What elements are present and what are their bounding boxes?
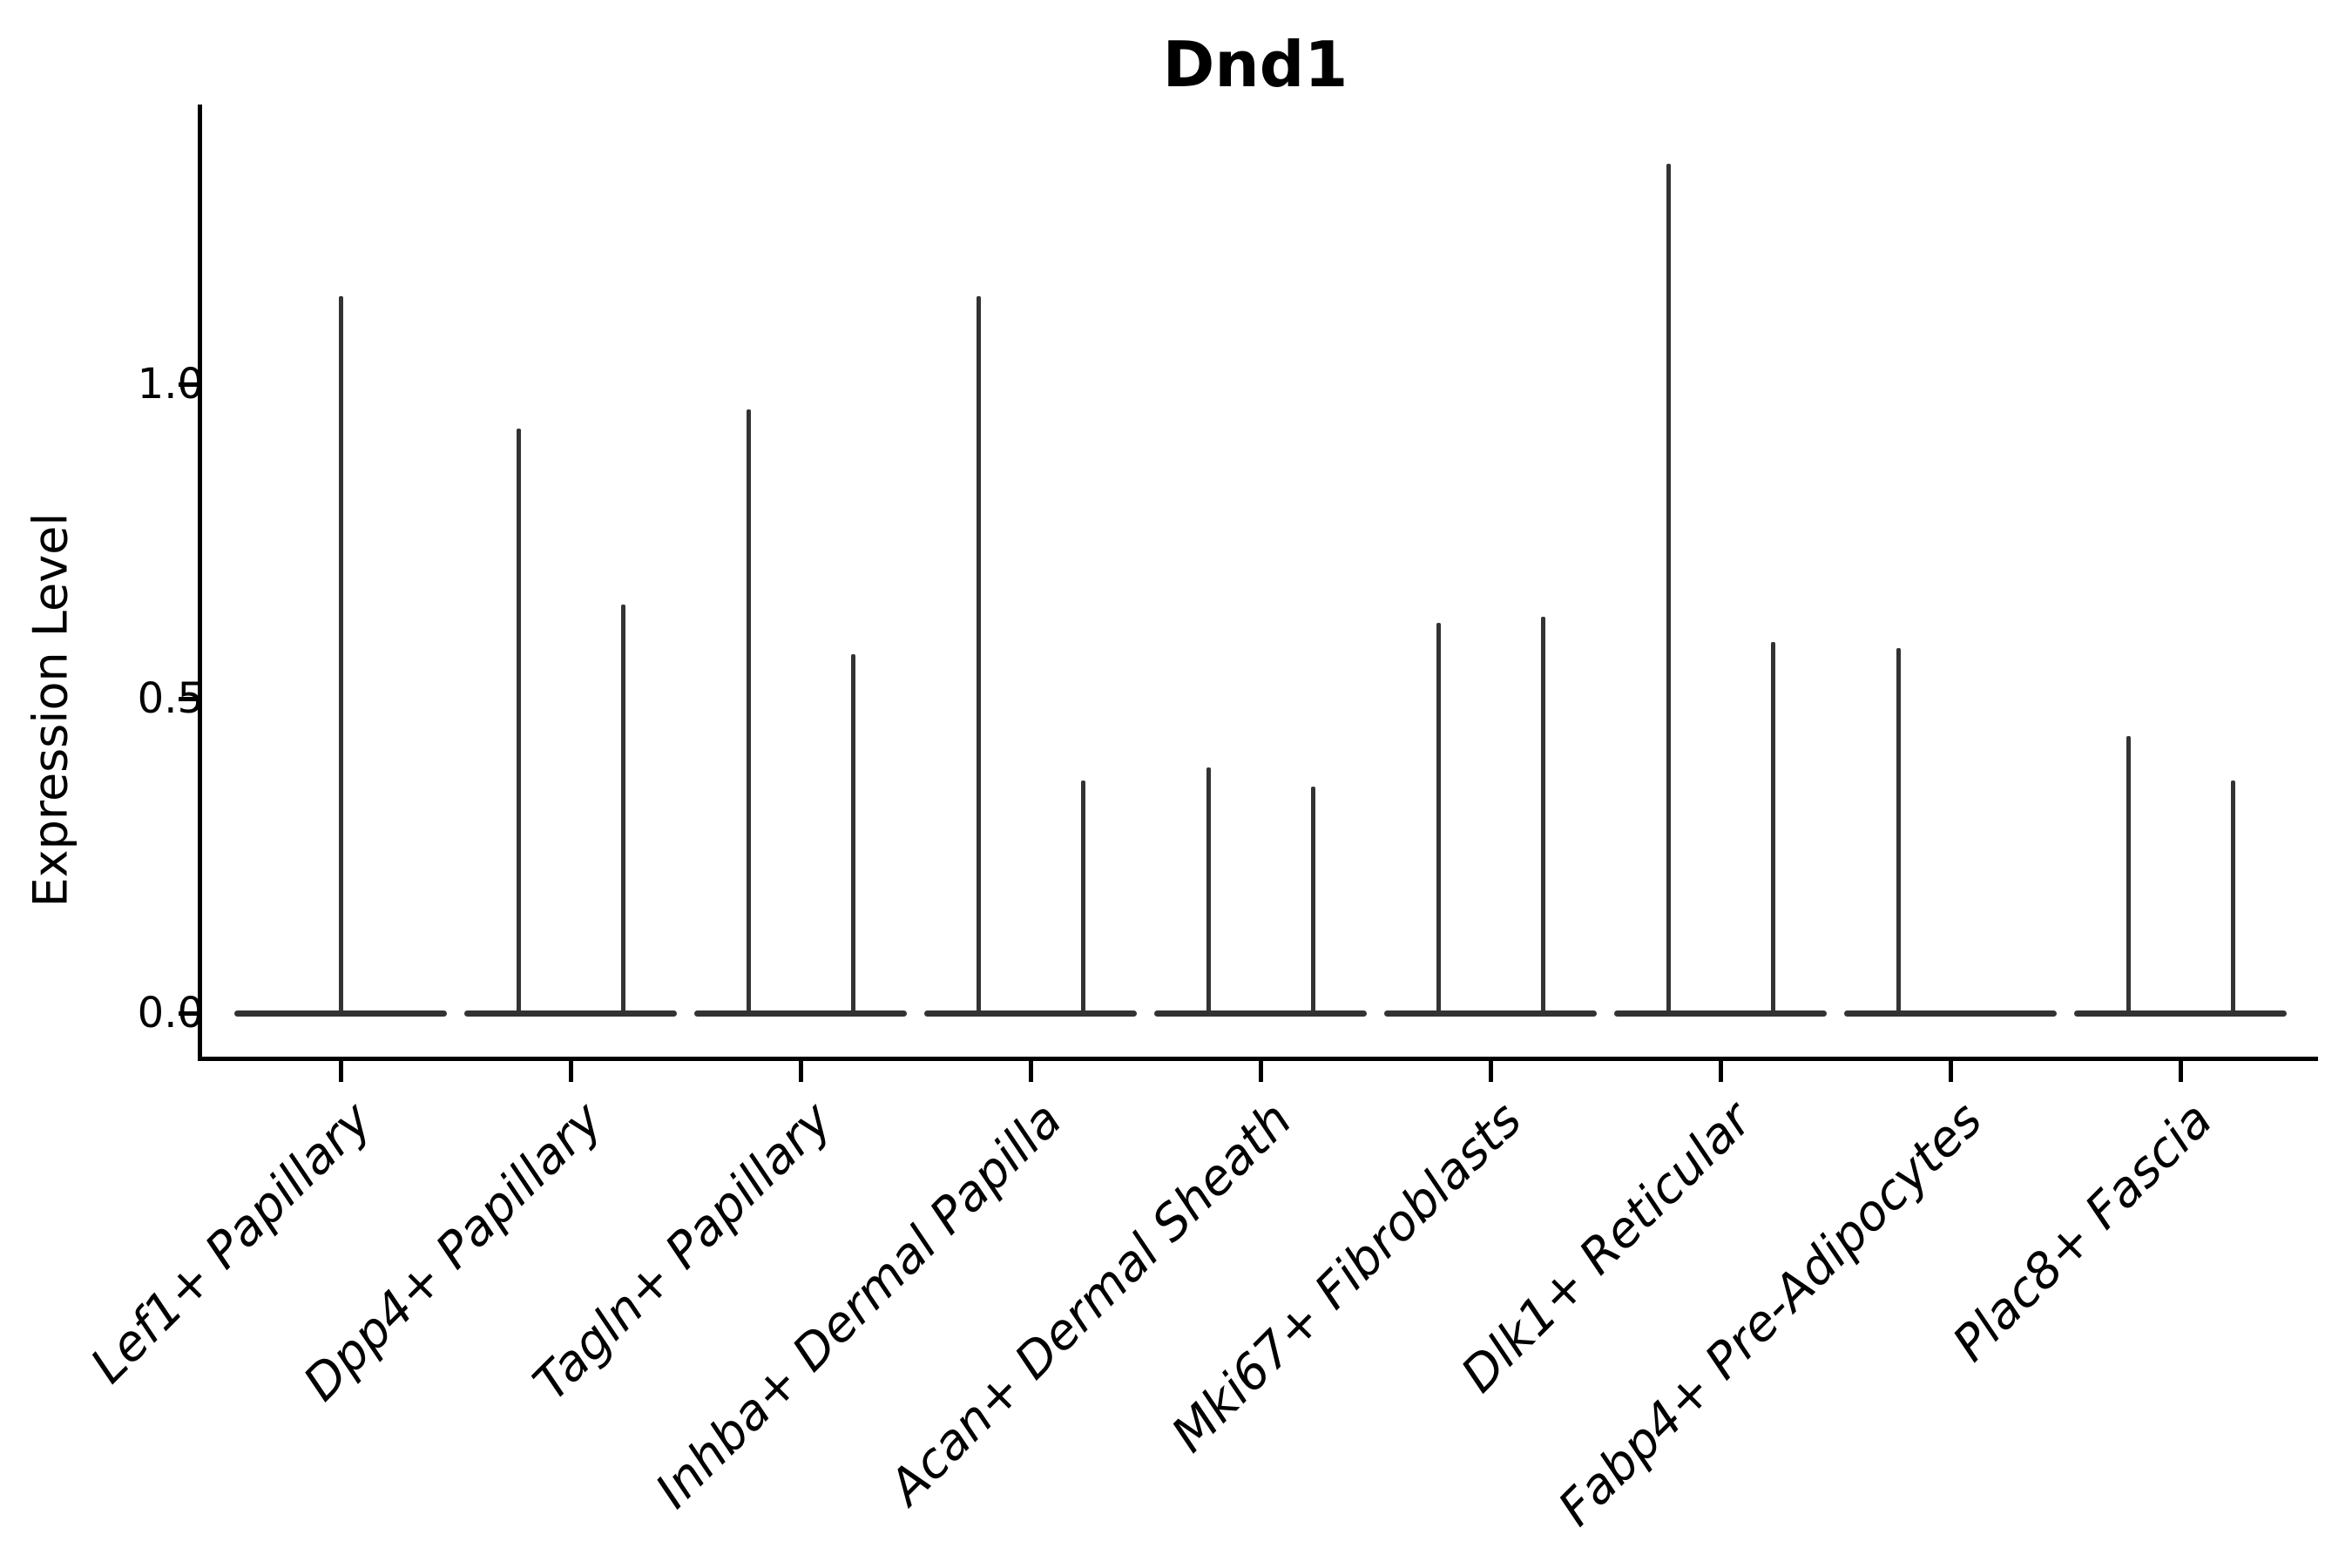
x-tick-label: Inhba+ Dermal Papilla bbox=[645, 1092, 1073, 1520]
violin-spike bbox=[338, 295, 343, 1013]
chart-title: Dnd1 bbox=[1162, 28, 1348, 101]
violin-baseline bbox=[1614, 1010, 1827, 1017]
violin-baseline bbox=[924, 1010, 1137, 1017]
violin-spike bbox=[1770, 642, 1775, 1013]
violin-spike bbox=[976, 295, 981, 1013]
x-tick-mark bbox=[1488, 1061, 1493, 1082]
x-tick-mark bbox=[1948, 1061, 1953, 1082]
x-tick-label: Acan+ Dermal Sheath bbox=[878, 1092, 1303, 1516]
violin-baseline bbox=[1384, 1010, 1597, 1017]
x-tick-label: Fabp4+ Pre-Adipocytes bbox=[1547, 1092, 1993, 1538]
y-tick-label: 1.0 bbox=[137, 360, 204, 409]
violin-spike bbox=[850, 654, 855, 1013]
y-axis-label: Expression Level bbox=[23, 512, 78, 908]
violin-spike bbox=[746, 409, 751, 1013]
violin-spike bbox=[2126, 736, 2131, 1013]
plot-area bbox=[179, 105, 2318, 1082]
y-tick-mark bbox=[179, 1010, 198, 1016]
violin-baseline bbox=[1154, 1010, 1367, 1017]
y-tick-mark bbox=[179, 696, 198, 701]
violin-spike bbox=[1540, 617, 1545, 1013]
violin-spike bbox=[2230, 780, 2235, 1013]
x-tick-mark bbox=[1718, 1061, 1723, 1082]
x-tick-mark bbox=[1258, 1061, 1263, 1082]
violin-spike bbox=[1206, 767, 1211, 1013]
violin-spike bbox=[1436, 623, 1441, 1013]
violin-spike bbox=[516, 428, 521, 1013]
violin-baseline bbox=[2074, 1010, 2287, 1017]
y-tick-label: 0.5 bbox=[137, 674, 204, 723]
y-tick-label: 0.0 bbox=[137, 989, 204, 1037]
violin-spike bbox=[1080, 780, 1085, 1013]
x-tick-mark bbox=[798, 1061, 803, 1082]
x-tick-mark bbox=[2178, 1061, 2183, 1082]
violin-baseline bbox=[1844, 1010, 2057, 1017]
violin-baseline bbox=[234, 1010, 447, 1017]
violin-spike bbox=[1666, 164, 1671, 1013]
x-tick-mark bbox=[568, 1061, 573, 1082]
violin-baseline bbox=[464, 1010, 677, 1017]
y-tick-mark bbox=[179, 382, 198, 387]
violin-baseline bbox=[694, 1010, 907, 1017]
violin-spike bbox=[1310, 787, 1315, 1013]
x-tick-mark bbox=[1028, 1061, 1033, 1082]
violin-spike bbox=[1896, 648, 1901, 1013]
violin-spike bbox=[620, 604, 625, 1013]
x-tick-mark bbox=[338, 1061, 343, 1082]
